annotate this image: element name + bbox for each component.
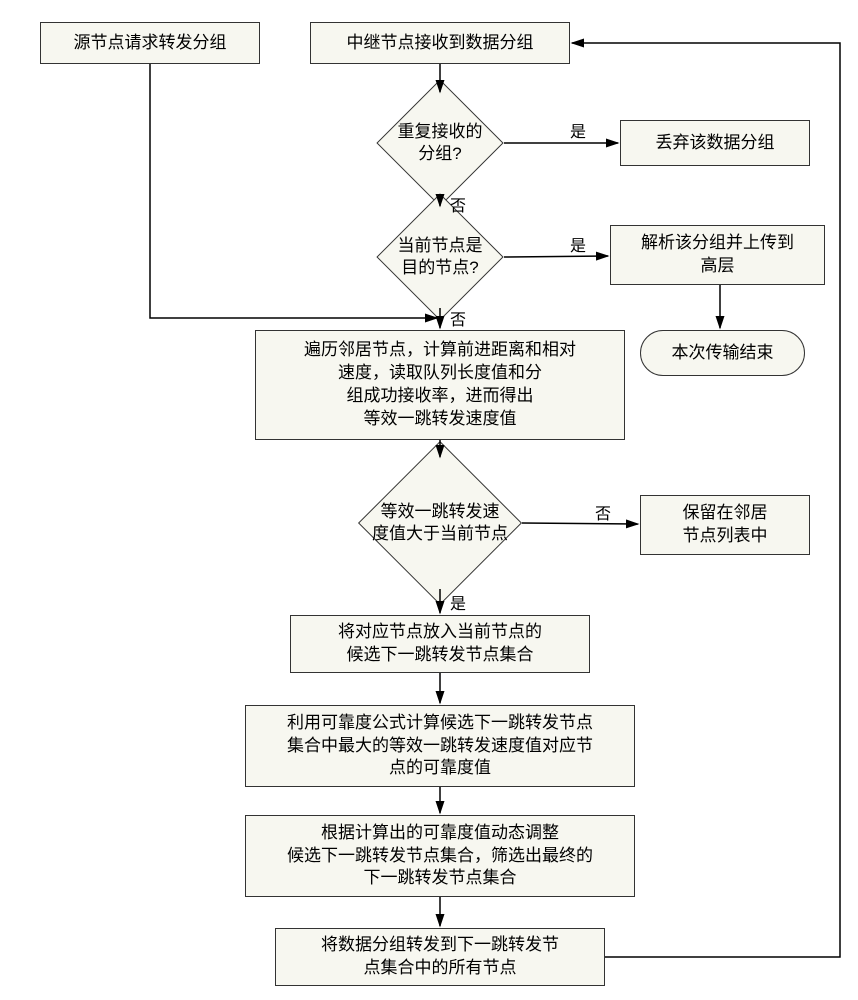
label-isdest-yes: 是	[570, 232, 586, 256]
node-isdest: 当前节点是目的节点?	[395, 212, 485, 302]
node-traverse-text: 遍历邻居节点，计算前进距离和相对速度，读取队列长度值和分组成功接收率，进而得出等…	[304, 339, 576, 431]
node-keep: 保留在邻居节点列表中	[640, 495, 810, 555]
label-dup-yes: 是	[570, 118, 586, 142]
node-keep-text: 保留在邻居节点列表中	[683, 502, 768, 548]
node-end-text: 本次传输结束	[672, 342, 774, 365]
node-discard: 丢弃该数据分组	[620, 120, 810, 166]
node-dup: 重复接收的分组?	[395, 98, 485, 188]
node-src-text: 源节点请求转发分组	[74, 32, 227, 55]
node-parse-text: 解析该分组并上传到高层	[641, 232, 794, 278]
node-relay: 中继节点接收到数据分组	[310, 22, 570, 64]
node-dup-text: 重复接收的分组?	[398, 121, 483, 165]
label-cmp-no: 否	[595, 500, 611, 524]
label-isdest-no: 否	[450, 306, 466, 330]
node-cmp: 等效一跳转发速度值大于当前节点	[382, 465, 498, 581]
node-src: 源节点请求转发分组	[40, 22, 260, 64]
node-cmp-text: 等效一跳转发速度值大于当前节点	[372, 501, 508, 545]
node-isdest-text: 当前节点是目的节点?	[398, 235, 483, 279]
node-relay-text: 中继节点接收到数据分组	[347, 32, 534, 55]
node-forward-text: 将数据分组转发到下一跳转发节点集合中的所有节点	[321, 934, 559, 980]
node-adjust-text: 根据计算出的可靠度值动态调整候选下一跳转发节点集合，筛选出最终的下一跳转发节点集…	[287, 822, 593, 891]
node-candidate-text: 将对应节点放入当前节点的候选下一跳转发节点集合	[338, 621, 542, 667]
node-parse: 解析该分组并上传到高层	[610, 225, 825, 285]
node-forward: 将数据分组转发到下一跳转发节点集合中的所有节点	[275, 928, 605, 986]
node-end: 本次传输结束	[640, 330, 805, 376]
node-adjust: 根据计算出的可靠度值动态调整候选下一跳转发节点集合，筛选出最终的下一跳转发节点集…	[245, 815, 635, 897]
node-candidate: 将对应节点放入当前节点的候选下一跳转发节点集合	[290, 615, 590, 673]
node-traverse: 遍历邻居节点，计算前进距离和相对速度，读取队列长度值和分组成功接收率，进而得出等…	[255, 330, 625, 440]
node-reliab: 利用可靠度公式计算候选下一跳转发节点集合中最大的等效一跳转发速度值对应节点的可靠…	[245, 705, 635, 787]
node-reliab-text: 利用可靠度公式计算候选下一跳转发节点集合中最大的等效一跳转发速度值对应节点的可靠…	[287, 712, 593, 781]
node-discard-text: 丢弃该数据分组	[656, 132, 775, 155]
label-cmp-yes: 是	[450, 590, 466, 614]
